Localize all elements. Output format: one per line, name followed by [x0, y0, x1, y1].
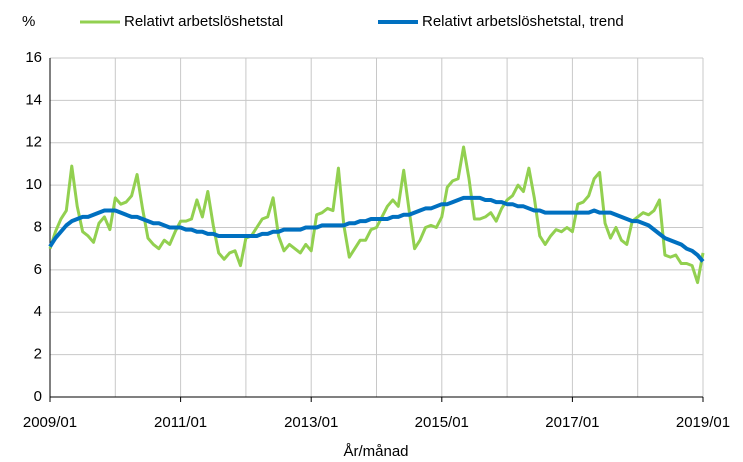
y-tick-label: 2	[34, 346, 42, 363]
y-tick-label: 14	[25, 91, 42, 108]
x-tick-label: 2011/01	[154, 414, 207, 431]
x-tick-label: 2013/01	[284, 414, 338, 431]
y-tick-label: 6	[34, 261, 42, 278]
legend-label: Relativt arbetslöshetstal	[124, 13, 283, 30]
data-line	[48, 195, 705, 263]
y-unit-label: %	[22, 13, 35, 30]
x-axis-label: År/månad	[343, 443, 408, 460]
legend-label: Relativt arbetslöshetstal, trend	[422, 13, 624, 30]
y-tick-label: 12	[25, 134, 42, 151]
x-tick-label: 2017/01	[545, 414, 599, 431]
y-tick-label: 0	[34, 388, 42, 405]
y-tick-label: 16	[25, 49, 42, 66]
y-tick-label: 10	[25, 176, 42, 193]
x-tick-label: 2015/01	[415, 414, 469, 431]
y-tick-label: 4	[34, 303, 42, 320]
x-tick-label: 2009/01	[23, 414, 77, 431]
x-tick-label: 2019/01	[676, 414, 730, 431]
y-tick-label: 8	[34, 218, 42, 235]
data-line	[48, 145, 705, 285]
